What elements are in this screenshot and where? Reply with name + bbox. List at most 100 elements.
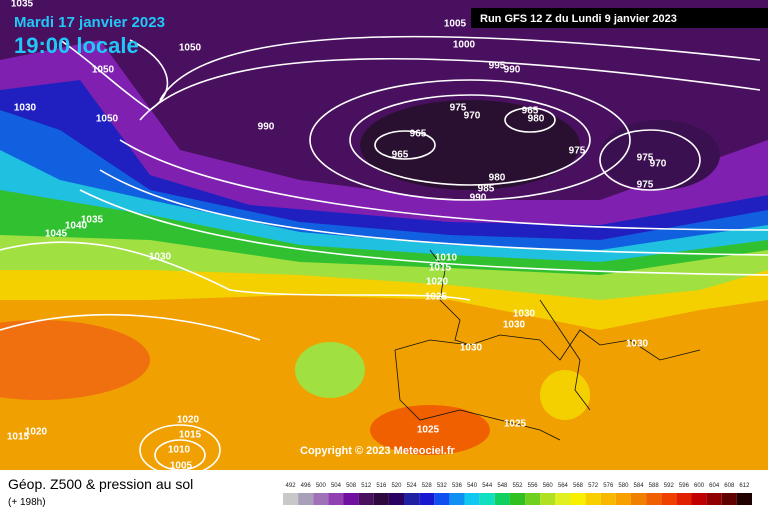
legend-swatch bbox=[388, 493, 405, 505]
isobar-label: 1035 bbox=[81, 215, 104, 226]
legend-label: 572 bbox=[588, 483, 599, 489]
isobar-label: 970 bbox=[650, 159, 667, 170]
map-field bbox=[0, 0, 768, 470]
legend-swatch bbox=[570, 493, 586, 505]
coastline bbox=[539, 299, 591, 411]
isobar bbox=[309, 79, 631, 201]
coastline bbox=[394, 329, 701, 361]
legend-swatch bbox=[691, 493, 707, 505]
isobar-label: 1010 bbox=[168, 445, 191, 456]
isobar-label: 1050 bbox=[92, 65, 115, 76]
isobar-label: 985 bbox=[478, 184, 495, 195]
isobars bbox=[0, 35, 768, 476]
isobar-label: 1030 bbox=[626, 339, 649, 350]
legend-swatch bbox=[555, 493, 571, 505]
cool-blob-2 bbox=[540, 370, 590, 420]
isobar-label: 1030 bbox=[503, 320, 526, 331]
isobar-label: 965 bbox=[410, 129, 427, 140]
legend-swatch bbox=[479, 493, 495, 505]
legend-label: 576 bbox=[603, 483, 614, 489]
isobar-label: 1030 bbox=[14, 103, 37, 114]
isobar bbox=[79, 189, 768, 276]
legend-label: 568 bbox=[573, 483, 584, 489]
legend-swatch bbox=[585, 493, 601, 505]
legend-label: 560 bbox=[543, 483, 554, 489]
legend-label: 556 bbox=[528, 483, 539, 489]
legend-label: 496 bbox=[301, 483, 312, 489]
coastline bbox=[429, 249, 471, 346]
legend-label: 544 bbox=[482, 483, 493, 489]
legend-label: 564 bbox=[558, 483, 569, 489]
isobar-label: 980 bbox=[528, 114, 545, 125]
run-info: Run GFS 12 Z du Lundi 9 janvier 2023 bbox=[480, 13, 677, 25]
warm-blob-2 bbox=[370, 405, 490, 455]
legend-label: 608 bbox=[724, 483, 735, 489]
legend-swatch bbox=[358, 493, 374, 505]
isobar-label: 1025 bbox=[425, 292, 448, 303]
isobar bbox=[59, 39, 169, 111]
isobar-label: 975 bbox=[637, 153, 654, 164]
low-core bbox=[360, 100, 580, 190]
legend-label: 596 bbox=[679, 483, 690, 489]
legend-label: 584 bbox=[634, 483, 645, 489]
legend-label: 528 bbox=[422, 483, 433, 489]
coastline bbox=[394, 349, 561, 441]
color-legend: 492 496 500 504 508 512 516 520 524 528 532 536 540 5… bbox=[283, 483, 752, 505]
legend-swatch bbox=[706, 493, 722, 505]
legend-swatch bbox=[540, 493, 556, 505]
isobar-label: 965 bbox=[392, 150, 409, 161]
isobar-label: 1025 bbox=[504, 419, 527, 430]
isobar-label: 1010 bbox=[435, 253, 458, 264]
legend-label: 520 bbox=[391, 483, 402, 489]
legend-swatch bbox=[449, 493, 465, 505]
isobar-label: 1000 bbox=[453, 40, 476, 51]
legend-label: 508 bbox=[346, 483, 357, 489]
legend-swatch bbox=[509, 493, 526, 505]
isobar-label: 1005 bbox=[170, 461, 193, 472]
legend-label: 580 bbox=[618, 483, 629, 489]
legend-swatch bbox=[525, 493, 541, 505]
legend-label: 516 bbox=[376, 483, 387, 489]
isobar bbox=[119, 139, 768, 231]
legend-swatch bbox=[736, 493, 752, 505]
isobar-label: 965 bbox=[522, 106, 539, 117]
cool-blob bbox=[295, 342, 365, 398]
map-date: Mardi 17 janvier 2023 bbox=[14, 14, 165, 31]
isobar bbox=[504, 107, 556, 133]
legend-swatch bbox=[404, 493, 420, 505]
map-time: 19:00 locale bbox=[14, 33, 139, 58]
legend-label: 604 bbox=[709, 483, 720, 489]
isobar-label: 1045 bbox=[45, 229, 68, 240]
isobar bbox=[349, 94, 591, 186]
legend-label: 532 bbox=[437, 483, 448, 489]
legend-swatch bbox=[434, 493, 450, 505]
copyright: Copyright © 2023 Meteociel.fr bbox=[300, 445, 456, 457]
isobar-label: 1025 bbox=[417, 425, 440, 436]
legend-swatch bbox=[630, 493, 647, 505]
isobar-labels: 1035 1050 1050 1030 1050 1005 1000 995 9… bbox=[7, 0, 667, 472]
lead-time: (+ 198h) bbox=[8, 497, 46, 508]
legend-label: 552 bbox=[512, 483, 523, 489]
legend-swatch bbox=[676, 493, 692, 505]
legend-label: 600 bbox=[694, 483, 705, 489]
isobar-label: 990 bbox=[258, 122, 275, 133]
legend-label: 512 bbox=[361, 483, 372, 489]
legend-swatch bbox=[328, 493, 344, 505]
legend-swatch bbox=[600, 493, 616, 505]
isobar-label: 1050 bbox=[179, 43, 202, 54]
isobar-label: 1020 bbox=[177, 415, 200, 426]
isobar-label: 1020 bbox=[25, 427, 48, 438]
isobar-label: 990 bbox=[504, 65, 521, 76]
legend-label: 588 bbox=[649, 483, 660, 489]
legend-swatch bbox=[313, 493, 329, 505]
legend-swatch bbox=[464, 493, 480, 505]
legend-label: 592 bbox=[664, 483, 675, 489]
isobar bbox=[599, 129, 701, 191]
isobar-label: 1015 bbox=[7, 432, 30, 443]
product-title: Géop. Z500 & pression au sol bbox=[8, 476, 193, 492]
isobar-label: 1015 bbox=[429, 263, 452, 274]
isobar-label: 1050 bbox=[96, 114, 119, 125]
isobar bbox=[139, 57, 761, 121]
isobar-label: 1030 bbox=[149, 252, 172, 263]
